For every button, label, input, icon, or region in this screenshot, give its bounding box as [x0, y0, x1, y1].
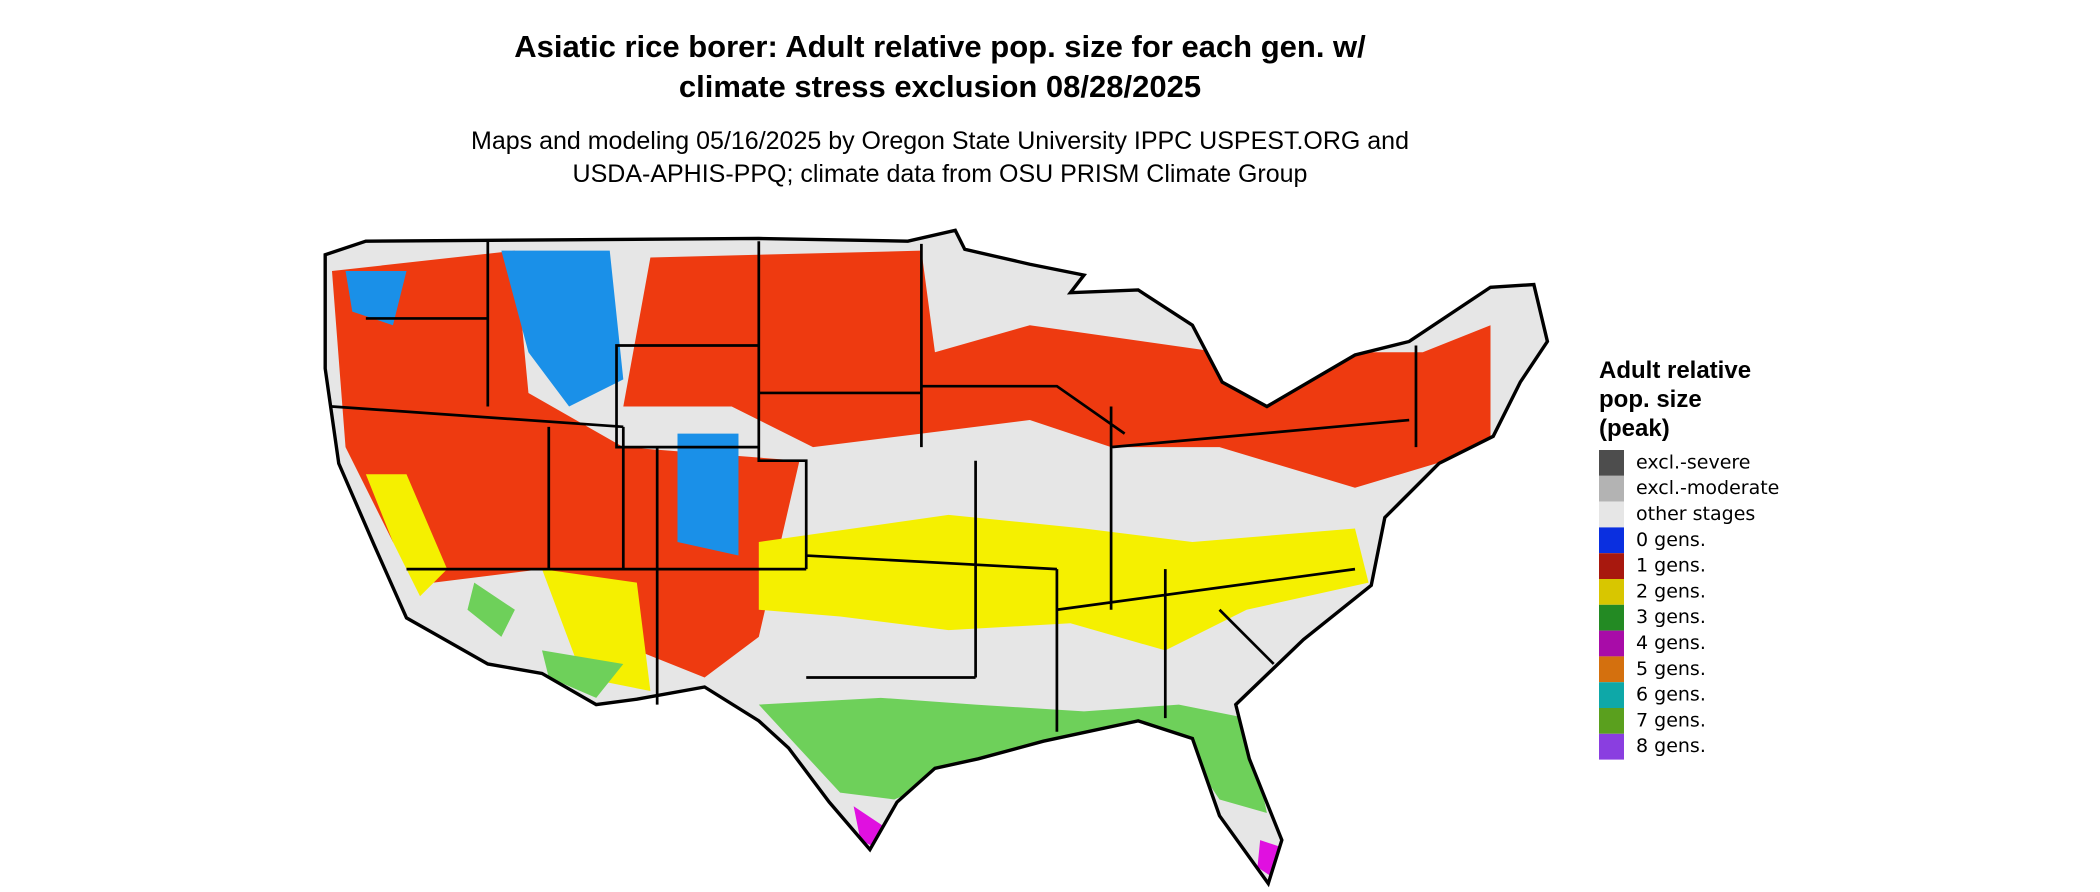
- legend-title: Adult relative: [1599, 357, 1751, 384]
- legend-swatch: [1599, 656, 1624, 683]
- legend-swatch: [1599, 733, 1624, 760]
- legend-swatch: [1599, 630, 1624, 657]
- map: [323, 228, 1550, 888]
- subtitle: USDA-APHIS-PPQ; climate data from OSU PR…: [573, 160, 1308, 188]
- legend-swatch: [1599, 527, 1624, 554]
- legend: excl.-severe excl.-moderate other stages 0 …: [1599, 450, 1779, 760]
- region-1gen: [331, 250, 800, 678]
- legend-label: 1 gens.: [1636, 555, 1706, 577]
- region-1gen: [623, 250, 1491, 488]
- legend-label: 4 gens.: [1636, 632, 1706, 654]
- legend-swatch: [1599, 708, 1624, 734]
- title: Asiatic rice borer: Adult relative pop. …: [514, 29, 1366, 64]
- legend-label: other stages: [1636, 503, 1755, 525]
- legend-swatch: [1599, 450, 1624, 476]
- legend-swatch: [1599, 682, 1624, 708]
- legend-label: 2 gens.: [1636, 580, 1706, 602]
- legend-swatch: [1599, 579, 1624, 605]
- legend-swatch: [1599, 604, 1624, 631]
- legend-swatch: [1599, 553, 1624, 579]
- title: climate stress exclusion 08/28/2025: [679, 69, 1201, 104]
- legend-swatch: [1599, 475, 1624, 502]
- legend-label: 5 gens.: [1636, 658, 1706, 680]
- legend-label: excl.-moderate: [1636, 477, 1779, 499]
- region-0gen: [345, 250, 739, 556]
- legend-label: 7 gens.: [1636, 709, 1706, 731]
- state-lines: [323, 228, 1550, 888]
- legend-label: 0 gens.: [1636, 529, 1706, 551]
- subtitle: Maps and modeling 05/16/2025 by Oregon S…: [471, 127, 1409, 155]
- legend-label: 6 gens.: [1636, 684, 1706, 706]
- region-3gen: [467, 582, 1267, 813]
- legend-label: excl.-severe: [1636, 451, 1751, 473]
- region-2gen: [365, 474, 1369, 692]
- legend-label: 8 gens.: [1636, 735, 1706, 757]
- regions: [331, 250, 1491, 879]
- legend-label: 3 gens.: [1636, 606, 1706, 628]
- legend-title: (peak): [1599, 415, 1670, 442]
- legend-title: pop. size: [1599, 386, 1702, 413]
- legend-swatch: [1599, 501, 1624, 528]
